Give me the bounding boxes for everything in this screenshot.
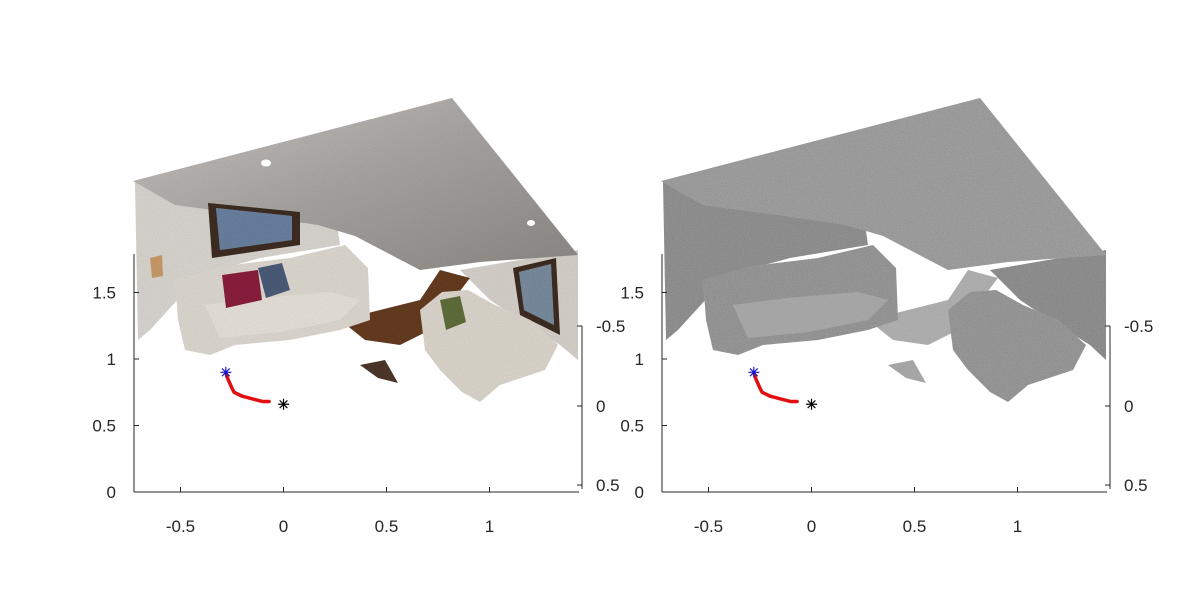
ceiling-points <box>661 98 1106 270</box>
z-tick-label: 0 <box>635 483 644 502</box>
y-tick-label: 0.5 <box>596 476 620 495</box>
x-tick-label: 0 <box>279 517 288 536</box>
z-tick-label: 1.5 <box>620 284 644 303</box>
wall-accent-points <box>150 255 163 278</box>
ceiling-hole <box>527 220 535 226</box>
pillow-blue <box>258 263 290 298</box>
camera-trajectory-line <box>752 370 799 404</box>
trajectory-start-marker <box>220 366 232 378</box>
ceiling-hole <box>261 159 271 167</box>
painting <box>216 208 292 250</box>
armchair-points <box>948 290 1086 402</box>
z-tick-label: 1.5 <box>92 284 116 303</box>
x-tick-label: 0.5 <box>375 517 399 536</box>
trajectory-end-marker <box>278 398 289 410</box>
axes-grey: -0.5 0 0.5 1 0 0.5 1 1.5 -0.5 0 0.5 <box>620 254 1153 536</box>
ceiling-points <box>133 98 578 270</box>
pillow-red <box>222 270 262 308</box>
pillow-green <box>440 296 466 330</box>
z-tick-label: 0.5 <box>92 417 116 436</box>
painting <box>519 264 554 325</box>
x-tick-label: 0 <box>807 517 816 536</box>
y-tick-label: 0.5 <box>1124 476 1148 495</box>
z-tick-label: 1 <box>107 350 116 369</box>
x-tick-label: 0.5 <box>903 517 927 536</box>
x-tick-label: -0.5 <box>166 517 195 536</box>
camera-trajectory-line <box>224 370 271 404</box>
right-wall-points <box>990 250 1106 360</box>
y-tick-label: 0 <box>596 397 605 416</box>
axes-rgb: -0.5 0 0.5 1 0 0.5 1 1.5 -0.5 0 0.5 <box>92 254 625 536</box>
y-tick-label: -0.5 <box>596 317 625 336</box>
y-tick-label: 0 <box>1124 397 1133 416</box>
point-cloud-rgb <box>133 98 578 402</box>
x-tick-label: -0.5 <box>694 517 723 536</box>
floor-points <box>888 360 926 383</box>
grey-point-cloud-panel: -0.5 0 0.5 1 0 0.5 1 1.5 -0.5 0 0.5 <box>620 98 1153 536</box>
trajectory-start-marker <box>748 366 760 378</box>
z-tick-label: 0 <box>107 483 116 502</box>
z-tick-label: 1 <box>635 350 644 369</box>
y-tick-label: -0.5 <box>1124 317 1153 336</box>
x-tick-label: 1 <box>1013 517 1022 536</box>
rgb-point-cloud-panel: -0.5 0 0.5 1 0 0.5 1 1.5 -0.5 0 0.5 <box>92 98 625 536</box>
floor-points <box>340 270 470 345</box>
sofa-seat-points <box>733 292 888 338</box>
trajectory-end-marker <box>806 398 817 410</box>
floor-points <box>868 270 998 345</box>
point-cloud-grey <box>661 98 1106 402</box>
x-tick-label: 1 <box>485 517 494 536</box>
z-tick-label: 0.5 <box>620 417 644 436</box>
floor-points <box>360 360 398 383</box>
